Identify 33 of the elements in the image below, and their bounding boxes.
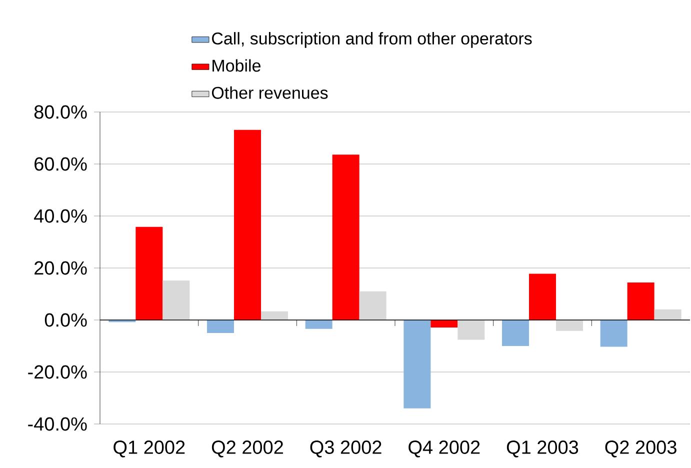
x-tick-label: Q2 2003 bbox=[605, 440, 676, 458]
bar bbox=[430, 320, 458, 328]
legend-label: Call, subscription and from other operators bbox=[212, 32, 532, 48]
bar bbox=[654, 309, 682, 320]
y-tick-label: 40.0% bbox=[34, 209, 87, 223]
bar bbox=[627, 282, 654, 320]
y-tick-label: 20.0% bbox=[34, 261, 87, 275]
y-tick-label: -40.0% bbox=[28, 417, 87, 431]
bar bbox=[207, 320, 234, 333]
bar bbox=[556, 320, 583, 331]
bar bbox=[234, 130, 261, 320]
y-tick-label: 80.0% bbox=[34, 105, 87, 119]
bar bbox=[359, 291, 386, 320]
bar bbox=[404, 320, 431, 408]
legend-label: Mobile bbox=[212, 59, 260, 72]
x-tick-label: Q2 2002 bbox=[212, 440, 283, 458]
x-tick-label: Q3 2002 bbox=[310, 440, 382, 458]
bar bbox=[528, 274, 556, 320]
bar bbox=[458, 320, 485, 340]
bar bbox=[305, 320, 332, 329]
x-tick-label: Q4 2002 bbox=[408, 440, 480, 458]
y-tick-label: 0.0% bbox=[44, 313, 87, 327]
bar bbox=[136, 226, 163, 320]
y-tick-label: -20.0% bbox=[28, 365, 87, 379]
bar bbox=[162, 280, 190, 320]
x-tick-label: Q1 2003 bbox=[506, 440, 578, 458]
legend-label: Other revenues bbox=[212, 86, 328, 99]
y-tick-label: 60.0% bbox=[34, 157, 87, 171]
bar bbox=[332, 154, 360, 320]
bar bbox=[261, 311, 288, 320]
x-tick-label: Q1 2002 bbox=[114, 440, 185, 458]
bar bbox=[502, 320, 529, 346]
bar bbox=[600, 320, 628, 347]
